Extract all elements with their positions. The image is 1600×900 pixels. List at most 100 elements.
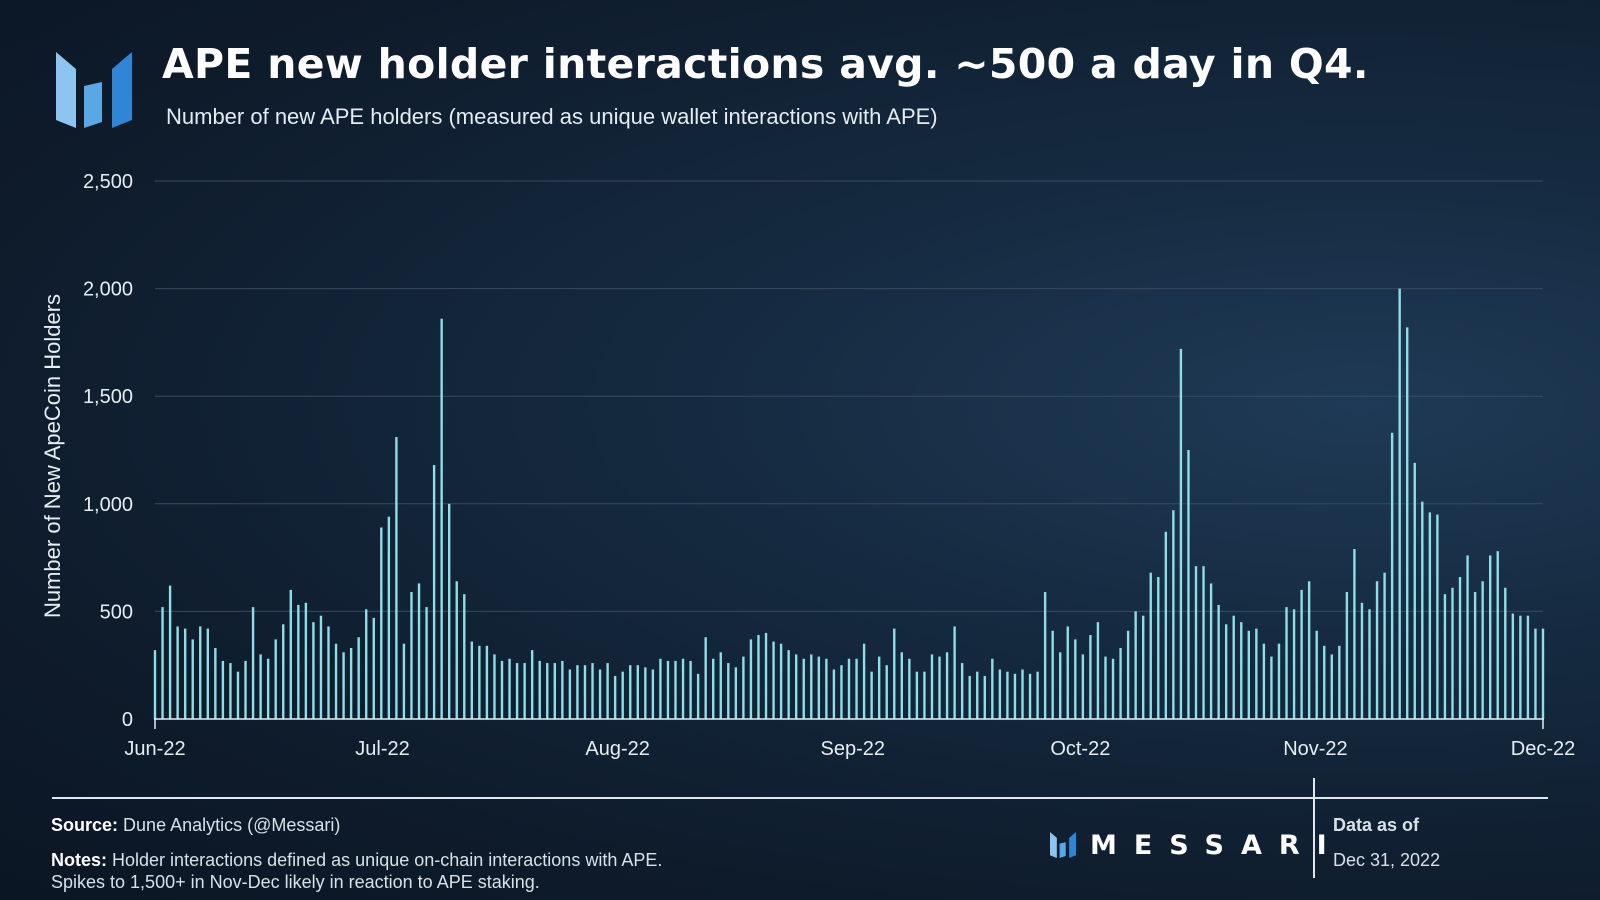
bar <box>1489 555 1492 719</box>
y-tick-label: 500 <box>100 601 133 623</box>
y-tick-label: 0 <box>122 709 133 731</box>
bar <box>342 652 345 719</box>
bar <box>606 663 609 719</box>
bar <box>666 660 670 719</box>
bar <box>1360 602 1364 719</box>
bar <box>183 628 187 719</box>
bar <box>817 656 821 719</box>
bar <box>1270 656 1273 719</box>
bar <box>795 654 798 719</box>
bar <box>870 671 873 719</box>
bar <box>1187 450 1190 719</box>
source-line: Source: Dune Analytics (@Messari) <box>51 815 340 836</box>
x-tick-label: Oct-22 <box>1050 738 1110 760</box>
bar <box>712 658 715 719</box>
bar <box>802 658 805 719</box>
bar <box>214 647 217 719</box>
bar <box>681 658 685 719</box>
bar <box>1074 639 1077 719</box>
bar <box>327 626 330 719</box>
y-axis-label: Number of New ApeCoin Holders <box>40 294 65 618</box>
bar <box>772 641 775 719</box>
bar <box>568 669 572 719</box>
bar <box>1496 551 1499 719</box>
bar <box>455 581 458 719</box>
x-tick-label: Jul-22 <box>355 738 409 760</box>
bar <box>1089 635 1092 719</box>
bar <box>1172 510 1175 719</box>
bar <box>1383 572 1386 719</box>
bar <box>176 626 179 719</box>
bar <box>229 663 232 719</box>
messari-logo-icon <box>56 52 132 128</box>
footer-divider <box>52 797 1548 799</box>
bar <box>1059 652 1062 719</box>
brand-mark: MESSARI <box>1048 829 1344 861</box>
bar <box>251 607 255 719</box>
bar <box>410 592 413 719</box>
bar <box>629 665 632 719</box>
bar <box>1481 581 1484 719</box>
bar <box>991 658 994 719</box>
bar <box>244 660 247 719</box>
bar <box>810 654 813 719</box>
source-label: Source: <box>51 815 119 835</box>
bar <box>304 602 308 719</box>
bar <box>576 665 579 719</box>
bar <box>561 660 564 719</box>
bar <box>1036 671 1039 719</box>
bar <box>1104 656 1107 719</box>
bar <box>432 465 436 719</box>
bar <box>1006 671 1009 719</box>
bar <box>855 658 858 719</box>
bar <box>1277 643 1281 719</box>
bar <box>1066 626 1069 719</box>
bar <box>1390 432 1394 719</box>
bar <box>191 639 194 719</box>
bar <box>1519 615 1522 719</box>
bar <box>282 624 285 719</box>
data-as-of-label: Data as of <box>1333 815 1420 835</box>
y-tick-label: 1,500 <box>83 386 133 408</box>
bar <box>1428 512 1432 719</box>
bar <box>153 650 157 719</box>
bar <box>380 527 383 719</box>
bar <box>199 626 202 719</box>
bar <box>417 583 421 719</box>
bar <box>1292 609 1296 719</box>
bar <box>395 437 398 719</box>
footer-vertical-divider <box>1313 778 1315 878</box>
bar <box>1534 628 1537 719</box>
x-axis <box>154 718 1544 729</box>
bar <box>1466 555 1469 719</box>
bar <box>515 663 519 719</box>
bar <box>259 654 262 719</box>
bar <box>1142 615 1145 719</box>
bar <box>1307 581 1311 719</box>
notes-line-1: Notes: Holder interactions defined as un… <box>51 849 662 871</box>
bar <box>1375 581 1379 719</box>
bar <box>463 594 466 719</box>
bar <box>1111 658 1115 719</box>
bar <box>1126 630 1130 719</box>
bar <box>862 643 866 719</box>
bar <box>1255 628 1258 719</box>
bar <box>613 675 617 719</box>
bar <box>538 660 541 719</box>
bar <box>478 645 481 719</box>
bar <box>1458 576 1462 719</box>
bar <box>508 658 511 719</box>
bar <box>1119 647 1122 719</box>
bar <box>334 643 338 719</box>
bar <box>312 622 315 719</box>
bar <box>1473 592 1477 719</box>
bar <box>530 650 534 719</box>
bar <box>885 665 888 719</box>
bar <box>1134 611 1137 719</box>
bar <box>832 669 836 719</box>
bar <box>161 607 164 719</box>
bar <box>998 669 1002 719</box>
x-tick-label: Sep-22 <box>821 738 886 760</box>
bar <box>983 675 986 719</box>
brand-wordmark: MESSARI <box>1090 829 1344 861</box>
